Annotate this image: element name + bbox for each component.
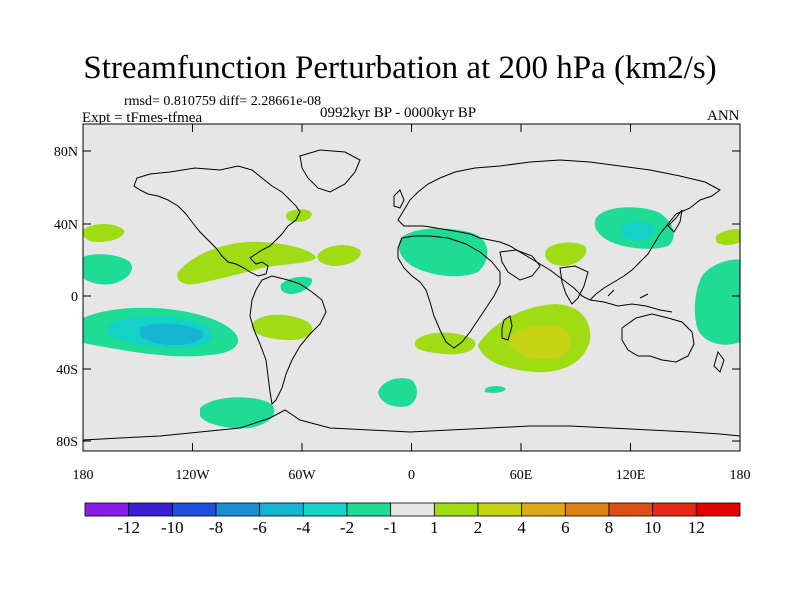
coast-new-zealand [713, 350, 725, 373]
contour-arabia-high [545, 242, 587, 266]
experiment-label: Expt = tFmes-tfmea [82, 110, 203, 126]
lat-tick-80s: 80S [56, 435, 78, 450]
colorbar-box [521, 502, 566, 517]
colorbar-label: -10 [161, 518, 184, 537]
contour-dateline-high [716, 229, 740, 245]
coast-british-isles [393, 189, 405, 209]
lat-tick-80n: 80N [54, 145, 78, 160]
colorbar-label: -2 [340, 518, 354, 537]
contour-nw-atlantic-high [285, 209, 312, 223]
colorbar-label: 2 [474, 518, 483, 537]
lat-tick-0: 0 [71, 290, 78, 305]
colorbar-box [390, 502, 435, 517]
colorbar-box [215, 502, 261, 517]
colorbar-box [608, 502, 654, 517]
coast-africa [397, 235, 501, 349]
colorbar-box [171, 502, 217, 517]
colorbar-box [84, 502, 130, 517]
coast-greenland [299, 149, 361, 193]
coast-india [559, 265, 589, 305]
colorbar-label: -12 [117, 518, 140, 537]
colorbar-box [433, 502, 479, 517]
contour-s-indian-inner [508, 325, 571, 360]
contour-w-pacific-low [694, 259, 740, 345]
colorbar-box [652, 502, 697, 517]
lat-tick-40n: 40N [54, 218, 78, 233]
colorbar-label: 12 [688, 518, 705, 537]
lon-tick-60w: 60W [288, 468, 316, 483]
lon-tick-180w: 180 [73, 468, 94, 483]
plot-title: Streamfunction Perturbation at 200 hPa (… [83, 50, 717, 86]
lon-tick-120w: 120W [175, 468, 210, 483]
contour-s-indian-small-low [485, 386, 506, 393]
colorbar-label: -1 [384, 518, 398, 537]
lon-tick-60e: 60E [510, 468, 533, 483]
lon-tick-marks [82, 124, 741, 451]
colorbar-label: -8 [209, 518, 223, 537]
coast-madagascar [501, 315, 513, 341]
coast-antarctica [83, 409, 740, 441]
colorbar-box [695, 502, 741, 517]
season-label: ANN [707, 108, 740, 124]
contour-n-america-high [177, 241, 316, 285]
stats-label: rmsd= 0.810759 diff= 2.28661e-08 [124, 94, 322, 109]
colorbar-label: -4 [296, 518, 311, 537]
coast-eurasia [397, 159, 721, 301]
colorbar-box [564, 502, 610, 517]
contour-caribbean-low [280, 276, 313, 294]
contour-s-america-high [251, 314, 313, 340]
colorbar-label: 8 [605, 518, 614, 537]
colorbar-label: 10 [644, 518, 661, 537]
lon-tick-120e: 120E [616, 468, 646, 483]
colorbar-box [259, 502, 304, 517]
coast-south-america [249, 275, 327, 406]
colorbar-label: 1 [430, 518, 439, 537]
colorbar-box [302, 502, 348, 517]
lat-tick-40s: 40S [56, 363, 78, 378]
colorbar: -12 -10 -8 -6 -4 -2 -1 1 2 4 6 8 10 12 [84, 502, 741, 537]
contour-s-america-low [200, 397, 275, 429]
coastlines [83, 149, 740, 441]
contour-s-pacific-inner [140, 323, 204, 345]
colorbar-label: 4 [517, 518, 526, 537]
lon-tick-0: 0 [408, 468, 415, 483]
colorbar-label: 6 [561, 518, 570, 537]
contour-n-pacific-high [83, 224, 125, 242]
coast-australia [621, 313, 695, 363]
coast-arabia [499, 249, 541, 281]
lat-tick-marks [83, 150, 740, 442]
contour-w-pacific-edge [83, 254, 132, 285]
coast-japan [667, 209, 683, 233]
lon-tick-180e: 180 [730, 468, 751, 483]
contour-s-atlantic-high [414, 332, 476, 355]
contour-e-asia-inner [620, 221, 655, 241]
lat-tick-labels: 80N 40N 0 40S 80S [54, 145, 78, 450]
coast-north-america [133, 165, 301, 277]
colorbar-box [477, 502, 523, 517]
contour-fills [83, 149, 740, 441]
colorbar-box [128, 502, 173, 517]
colorbar-box [346, 502, 392, 517]
lon-tick-labels: 180 120W 60W 0 60E 120E 180 [73, 468, 751, 483]
contour-n-atlantic-low [398, 228, 488, 277]
coast-indonesia [589, 289, 673, 313]
colorbar-label: -6 [253, 518, 267, 537]
contour-atlantic-high [317, 245, 361, 266]
period-label: 0992kyr BP - 0000kyr BP [320, 105, 477, 121]
contour-s-atlantic-low [378, 378, 417, 407]
